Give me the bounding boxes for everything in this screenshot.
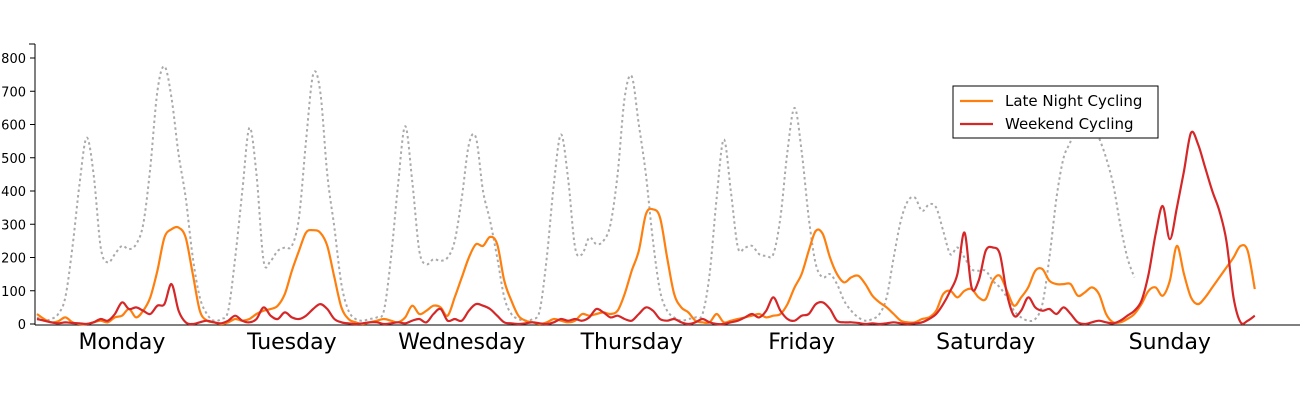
- y-tick-label: 500: [1, 152, 26, 167]
- y-axis: 0 100 200 300 400 500 600 700 800: [1, 43, 36, 333]
- series-line-total: [36, 65, 1136, 323]
- y-tick-label: 100: [1, 285, 26, 300]
- x-tick-label: Sunday: [1129, 330, 1211, 355]
- x-tick-label: Tuesday: [246, 330, 337, 355]
- y-tick-label: 300: [1, 218, 26, 233]
- legend-label: Weekend Cycling: [1005, 115, 1134, 133]
- legend-box: [952, 85, 1159, 139]
- legend: Late Night Cycling Weekend Cycling: [952, 85, 1159, 139]
- x-tick-label: Saturday: [936, 330, 1035, 355]
- x-axis: Monday Tuesday Wednesday Thursday Friday Satu…: [35, 324, 1300, 355]
- series-layer: [36, 65, 1256, 326]
- y-tick-label: 200: [1, 252, 26, 267]
- x-tick-label: Wednesday: [398, 330, 525, 355]
- x-tick-label: Monday: [79, 330, 166, 355]
- legend-label: Late Night Cycling: [1005, 92, 1142, 110]
- y-tick-label: 700: [1, 85, 26, 100]
- y-tick-label: 0: [18, 318, 26, 333]
- x-tick-label: Friday: [768, 330, 835, 355]
- y-tick-label: 800: [1, 52, 26, 67]
- series-line-weekend: [36, 130, 1256, 326]
- x-tick-label: Thursday: [580, 330, 683, 355]
- y-tick-label: 600: [1, 119, 26, 134]
- y-tick-label: 400: [1, 185, 26, 200]
